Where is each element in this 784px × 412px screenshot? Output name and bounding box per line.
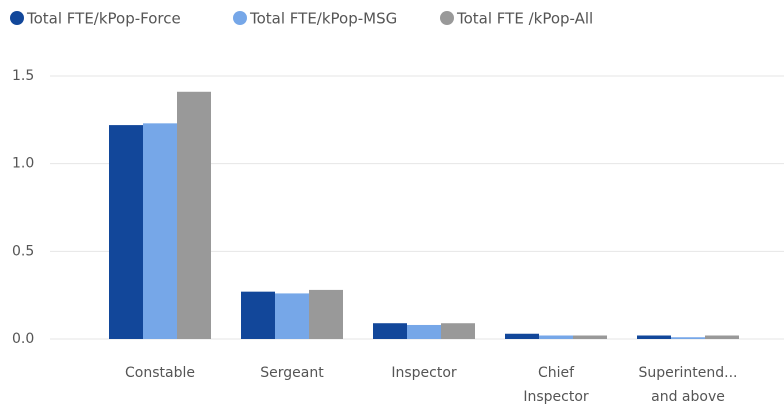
legend: Total FTE/kPop-Force Total FTE/kPop-MSG To… (10, 10, 593, 28)
y-tick-label: 1.0 (12, 156, 34, 172)
x-tick-label: Superintend... and above (639, 365, 738, 405)
bar (241, 291, 275, 339)
bar (109, 125, 143, 340)
legend-marker (440, 11, 454, 25)
bar (143, 123, 177, 339)
x-tick-label: Sergeant (260, 365, 324, 381)
bar (505, 333, 539, 339)
bar (573, 335, 607, 339)
x-tick-label: Chief Inspector (523, 365, 589, 405)
bar (309, 289, 343, 339)
bar (671, 337, 705, 339)
bar (275, 293, 309, 339)
y-tick-label: 0.5 (12, 243, 34, 259)
bar (539, 335, 573, 339)
bar (637, 335, 671, 339)
y-tick-label: 1.5 (12, 68, 34, 84)
bar (407, 324, 441, 339)
x-tick-label: Constable (125, 365, 195, 381)
legend-label: Total FTE/kPop-MSG (249, 10, 397, 28)
x-tick-label: Inspector (391, 365, 457, 381)
legend-marker (10, 11, 24, 25)
legend-label: Total FTE /kPop-All (456, 10, 593, 28)
y-tick-label: 0.0 (12, 331, 34, 347)
bar (373, 323, 407, 339)
bar (441, 323, 475, 339)
legend-marker (233, 11, 247, 25)
bar (705, 335, 739, 339)
bar (177, 91, 211, 339)
legend-label: Total FTE/kPop-Force (26, 10, 181, 28)
